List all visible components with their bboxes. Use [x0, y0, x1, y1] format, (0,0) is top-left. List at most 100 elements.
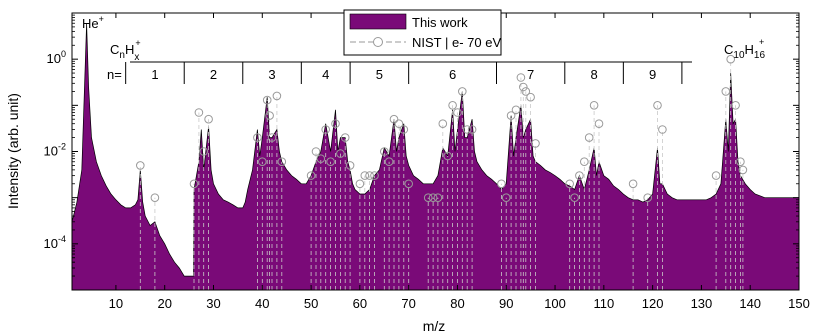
nist-marker — [258, 157, 267, 166]
x-tick-label: 20 — [157, 296, 171, 311]
cnhx-charge: + — [135, 38, 140, 48]
nist-marker — [738, 165, 748, 175]
n-prefix: n= — [107, 67, 122, 82]
legend-swatch-this-work — [349, 13, 407, 30]
x-tick-label: 50 — [304, 296, 318, 311]
nist-marker — [519, 82, 528, 92]
nist-marker — [506, 111, 516, 120]
y-tick-label: 10-2 — [44, 142, 66, 159]
x-tick-label: 70 — [401, 296, 415, 311]
nist-marker — [516, 73, 526, 82]
nist-marker — [336, 149, 345, 158]
nist-marker — [265, 111, 274, 120]
x-tick-label: 40 — [255, 296, 269, 311]
nist-marker — [189, 179, 199, 189]
cnhx-x: x — [134, 52, 139, 63]
legend-label-this-work: This work — [412, 15, 468, 30]
nist-marker — [594, 119, 604, 128]
nist-marker — [575, 171, 584, 180]
nist-marker — [423, 193, 433, 202]
he-label: He+ — [82, 14, 104, 31]
nist-marker — [448, 101, 457, 110]
cnhx-c: C — [110, 42, 119, 57]
x-tick-label: 30 — [206, 296, 220, 311]
cluster-label: 6 — [449, 67, 456, 82]
nist-marker — [501, 193, 511, 202]
nist-marker — [443, 151, 453, 161]
nist-marker — [628, 179, 638, 189]
product-charge: + — [759, 37, 764, 47]
nist-marker — [721, 87, 731, 96]
cluster-label: 1 — [151, 67, 158, 82]
x-axis-label: m/z — [423, 318, 446, 334]
this-work-area — [72, 23, 799, 290]
y-tick-base: 10 — [44, 144, 58, 159]
nist-marker — [262, 95, 272, 105]
nist-marker — [428, 193, 438, 202]
nist-marker — [331, 119, 340, 128]
legend: This work NIST | e- 70 eV — [343, 9, 502, 56]
nist-marker — [136, 161, 145, 170]
cluster-label: 8 — [590, 67, 597, 82]
x-axis: 10 20 30 40 50 60 70 80 90 100 110 120 130 140 150 — [109, 13, 810, 311]
nist-marker — [653, 101, 662, 110]
cluster-label: 7 — [527, 67, 534, 82]
y-tick-label: 100 — [47, 49, 66, 66]
x-tick-label: 140 — [739, 296, 761, 311]
product-c: C — [724, 42, 733, 57]
nist-marker — [589, 101, 599, 110]
cluster-label: 3 — [268, 67, 275, 82]
nist-marker — [321, 125, 331, 134]
plot-area — [72, 23, 799, 290]
nist-marker — [316, 154, 326, 163]
legend-marker-nist — [373, 37, 383, 47]
he-base: He — [82, 16, 99, 31]
product-c-count: 10 — [733, 50, 745, 61]
nist-marker — [438, 119, 448, 128]
nist-sticks — [136, 54, 748, 290]
nist-marker — [311, 147, 321, 156]
nist-marker — [458, 87, 467, 96]
nist-marker — [326, 157, 335, 166]
x-tick-label: 90 — [499, 296, 513, 311]
nist-marker — [462, 125, 472, 134]
y-tick-exponent: -2 — [58, 142, 66, 152]
x-tick-label: 110 — [593, 296, 614, 311]
nist-marker — [726, 54, 736, 64]
nist-marker — [658, 125, 667, 134]
nist-marker — [433, 193, 443, 202]
nist-marker — [204, 114, 213, 124]
cluster-label: 5 — [376, 67, 383, 82]
cnhx-label: CnHx + — [110, 38, 141, 63]
he-charge: + — [99, 14, 104, 24]
nist-marker — [150, 193, 160, 202]
nist-marker — [497, 179, 506, 189]
nist-marker — [384, 157, 394, 166]
nist-marker — [370, 171, 379, 180]
y-tick-base: 10 — [44, 236, 58, 251]
nist-marker — [360, 171, 370, 180]
y-tick-exponent: -4 — [58, 234, 66, 244]
x-tick-label: 10 — [109, 296, 123, 311]
nist-marker — [731, 101, 740, 110]
nist-marker — [199, 147, 208, 156]
nist-marker — [580, 157, 589, 166]
nist-marker — [584, 133, 594, 142]
nist-marker — [526, 92, 535, 102]
x-tick-label: 120 — [642, 296, 664, 311]
y-tick-base: 10 — [47, 51, 61, 66]
nist-marker — [404, 179, 414, 189]
x-tick-label: 80 — [450, 296, 464, 311]
nist-marker — [365, 171, 374, 180]
x-tick-label: 150 — [788, 296, 810, 311]
nist-marker — [531, 139, 540, 148]
nist-marker — [355, 179, 365, 189]
cluster-label: 2 — [210, 67, 217, 82]
x-tick-label: 130 — [691, 296, 713, 311]
y-axis-label: Intensity (arb. unit) — [5, 93, 21, 209]
x-tick-label: 100 — [544, 296, 566, 311]
nist-marker — [394, 119, 404, 128]
x-tick-label: 60 — [353, 296, 367, 311]
